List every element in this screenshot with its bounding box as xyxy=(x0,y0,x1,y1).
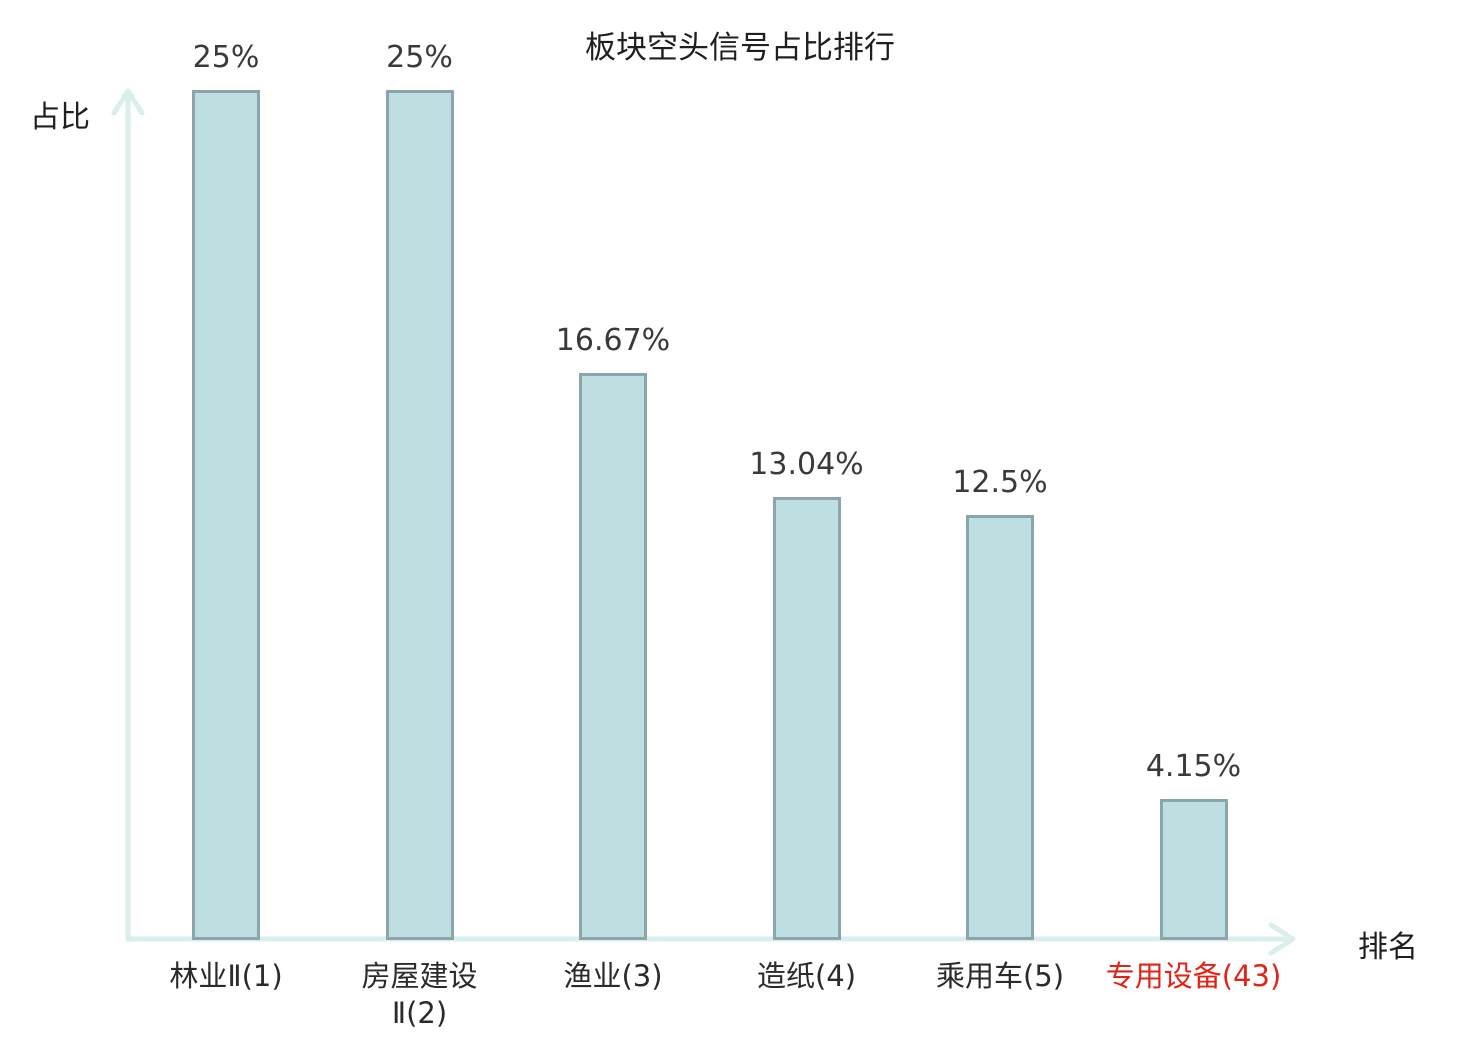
y-axis-label: 占比 xyxy=(30,100,90,135)
bar-value-label: 16.67% xyxy=(555,323,671,358)
bar xyxy=(192,90,260,940)
y-axis-arrow-icon xyxy=(111,88,145,116)
bar-category-label: 房屋建设 Ⅱ(2) xyxy=(361,959,478,1030)
bar-value-label: 4.15% xyxy=(1145,749,1242,784)
bar xyxy=(966,515,1034,940)
bar-category-label: 林业Ⅱ(1) xyxy=(169,959,283,993)
bar-category-label: 乘用车(5) xyxy=(935,959,1065,993)
bar-category-label: 渔业(3) xyxy=(563,959,663,993)
bar-category-label: 专用设备(43) xyxy=(1105,959,1282,993)
bar xyxy=(772,497,841,940)
bar-value-label: 12.5% xyxy=(952,465,1048,500)
bar-category-label: 造纸(4) xyxy=(756,959,857,993)
chart-title: 板块空头信号占比排行 xyxy=(585,30,895,66)
bar-value-label: 13.04% xyxy=(749,447,864,482)
bar xyxy=(579,373,647,940)
bar xyxy=(385,90,454,940)
bar xyxy=(1159,799,1228,940)
bar-value-label: 25% xyxy=(386,40,453,75)
x-axis-label: 排名 xyxy=(1358,930,1418,965)
bar-value-label: 25% xyxy=(192,40,260,75)
x-axis-arrow-icon xyxy=(1268,922,1296,956)
